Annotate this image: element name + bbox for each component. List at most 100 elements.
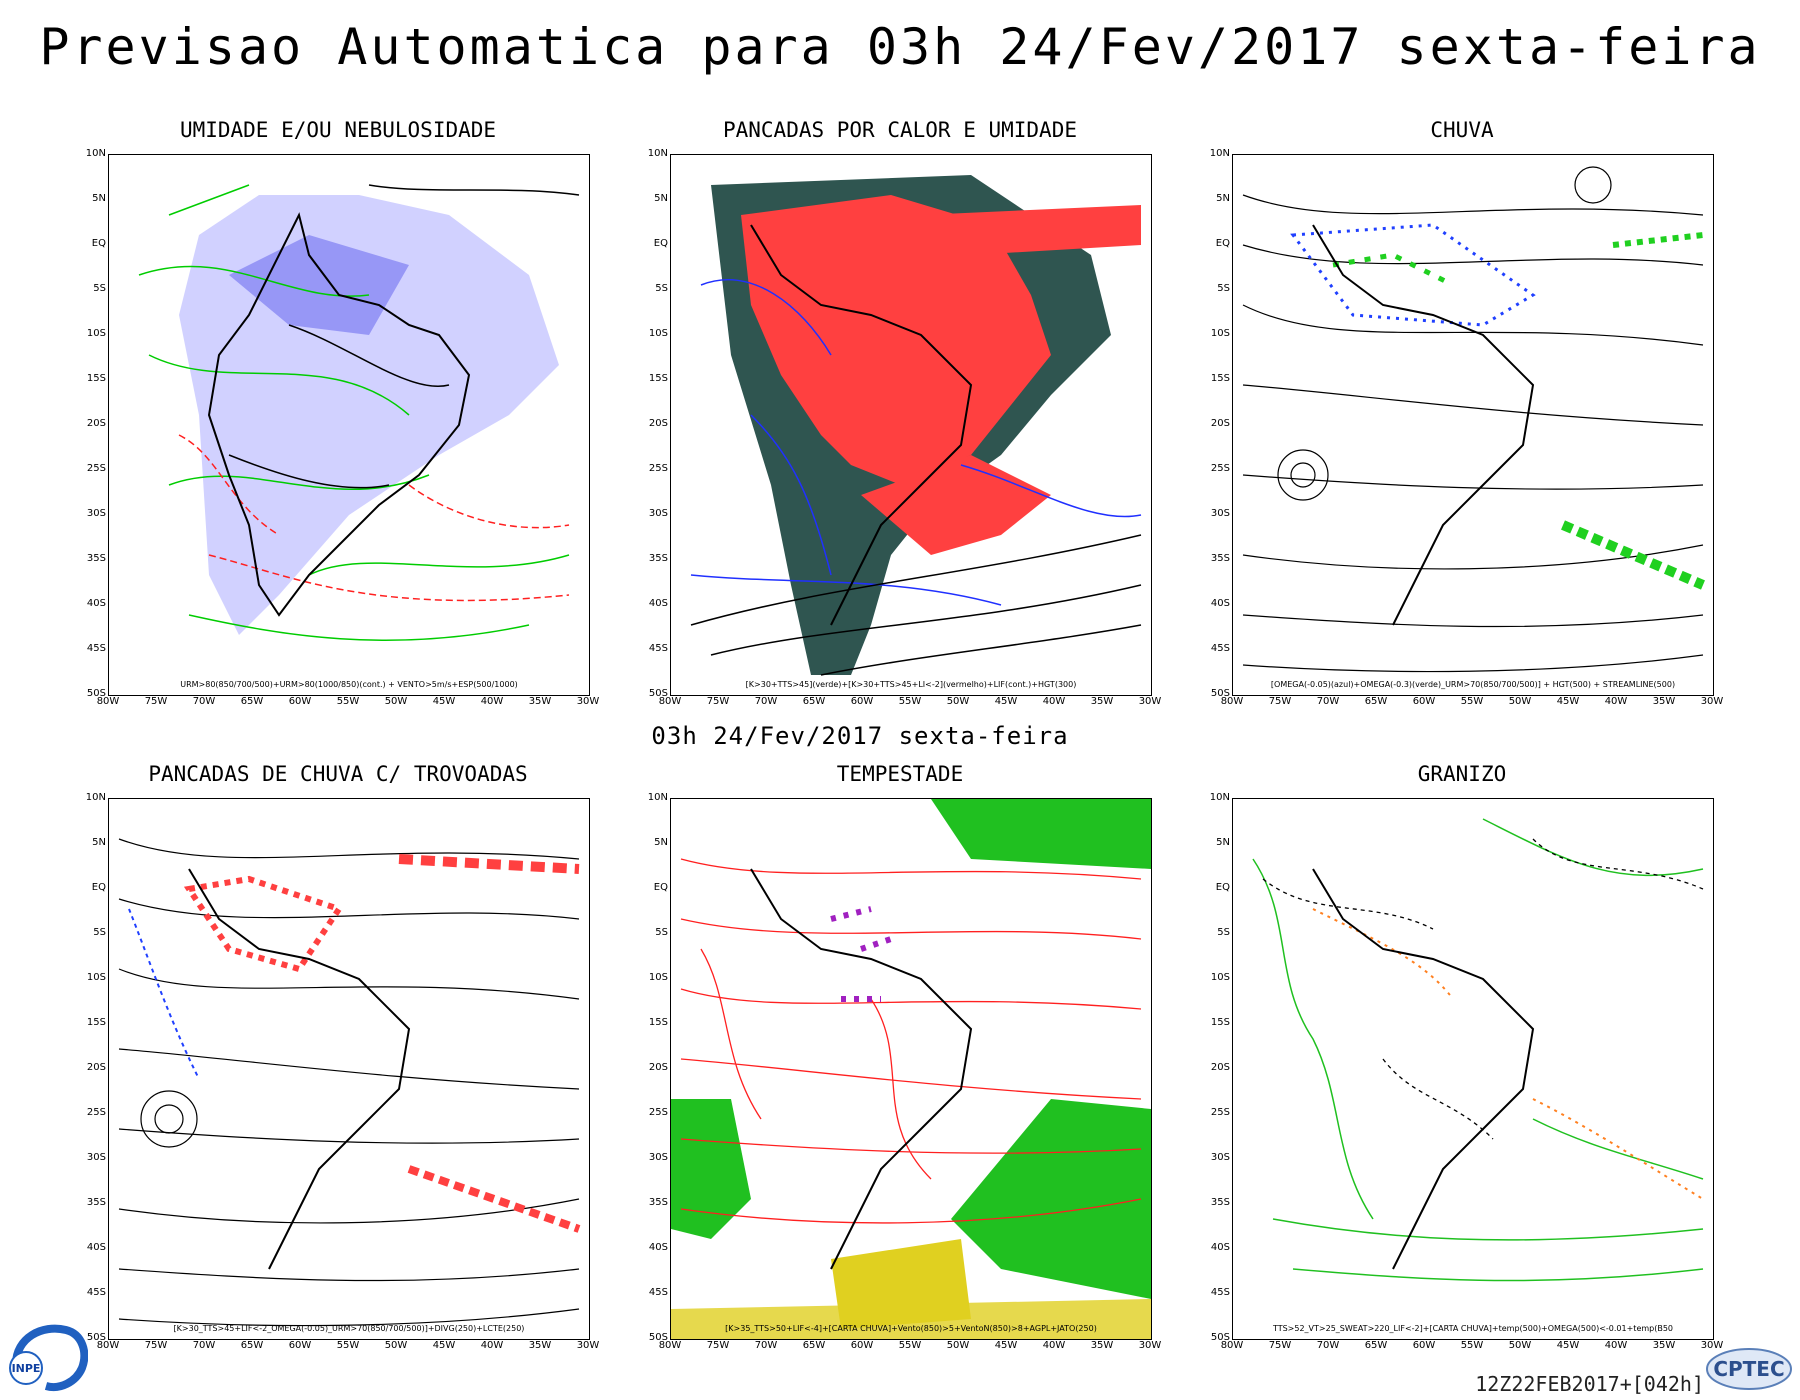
map-rain: [OMEGA(-0.05)(azul)+OMEGA(-0.3)(verde)_U…: [1232, 154, 1714, 696]
latitude-tick-label: 35S: [648, 553, 668, 564]
longitude-tick-label: 50W: [946, 1340, 970, 1351]
longitude-axis: 80W 75W 70W 65W 60W 55W 50W 45W 40W 35W 30W: [659, 1340, 1162, 1354]
longitude-tick-label: 55W: [336, 1340, 360, 1351]
panel-title: PANCADAS POR CALOR E UMIDADE: [722, 118, 1077, 142]
longitude-tick-label: 70W: [1316, 696, 1340, 707]
longitude-tick-label: 75W: [1268, 1340, 1292, 1351]
longitude-tick-label: 40W: [1604, 1340, 1628, 1351]
longitude-tick-label: 60W: [1412, 696, 1436, 707]
latitude-tick-label: 45S: [1210, 643, 1230, 654]
latitude-tick-label: 10N: [647, 792, 668, 803]
latitude-tick-label: 5N: [1216, 193, 1230, 204]
longitude-tick-label: 65W: [802, 696, 826, 707]
panel-title: TEMPESTADE: [836, 762, 964, 786]
panel-title: UMIDADE E/OU NEBULOSIDADE: [179, 118, 497, 142]
latitude-tick-label: 10N: [85, 148, 106, 159]
latitude-tick-label: 45S: [86, 643, 106, 654]
latitude-tick-label: 5N: [654, 193, 668, 204]
longitude-tick-label: 65W: [240, 1340, 264, 1351]
latitude-tick-label: 5N: [654, 837, 668, 848]
longitude-tick-label: 55W: [898, 696, 922, 707]
latitude-tick-label: EQ: [91, 882, 106, 893]
latitude-tick-label: 40S: [648, 598, 668, 609]
latitude-tick-label: 25S: [648, 1107, 668, 1118]
latitude-tick-label: 15S: [86, 1017, 106, 1028]
latitude-tick-label: 10N: [647, 148, 668, 159]
latitude-tick-label: 20S: [648, 1062, 668, 1073]
longitude-tick-label: 55W: [898, 1340, 922, 1351]
longitude-tick-label: 50W: [384, 696, 408, 707]
latitude-tick-label: 5S: [93, 927, 106, 938]
longitude-tick-label: 35W: [1652, 696, 1676, 707]
latitude-tick-label: 25S: [86, 1107, 106, 1118]
latitude-tick-label: 20S: [86, 1062, 106, 1073]
longitude-tick-label: 45W: [994, 696, 1018, 707]
latitude-tick-label: 25S: [1210, 1107, 1230, 1118]
latitude-tick-label: 10S: [86, 972, 106, 983]
longitude-tick-label: 50W: [384, 1340, 408, 1351]
longitude-tick-label: 60W: [288, 1340, 312, 1351]
latitude-tick-label: 5S: [93, 283, 106, 294]
longitude-tick-label: 65W: [240, 696, 264, 707]
latitude-tick-label: 40S: [648, 1242, 668, 1253]
valid-time-subtitle: 03h 24/Fev/2017 sexta-feira: [651, 722, 1069, 750]
latitude-tick-label: 40S: [1210, 598, 1230, 609]
panel-title: CHUVA: [1430, 118, 1494, 142]
latitude-tick-label: 50S: [648, 688, 668, 699]
longitude-tick-label: 55W: [1460, 696, 1484, 707]
latitude-tick-label: 15S: [86, 373, 106, 384]
panel-caption: [K>30+TTS>45](verde)+[K>30+TTS>45+LI<-2]…: [745, 680, 1077, 689]
longitude-tick-label: 30W: [1700, 696, 1724, 707]
longitude-tick-label: 50W: [946, 696, 970, 707]
inpe-logo: INPE: [6, 1320, 89, 1396]
latitude-tick-label: 15S: [1210, 373, 1230, 384]
latitude-tick-label: 50S: [86, 1332, 106, 1343]
latitude-tick-label: 10S: [648, 972, 668, 983]
longitude-tick-label: 30W: [576, 1340, 600, 1351]
longitude-tick-label: 80W: [658, 696, 682, 707]
latitude-tick-label: 30S: [86, 508, 106, 519]
latitude-tick-label: 30S: [648, 508, 668, 519]
longitude-tick-label: 80W: [658, 1340, 682, 1351]
latitude-tick-label: 35S: [86, 1197, 106, 1208]
longitude-axis: 80W 75W 70W 65W 60W 55W 50W 45W 40W 35W 30W: [1221, 696, 1724, 710]
longitude-tick-label: 70W: [192, 696, 216, 707]
longitude-tick-label: 45W: [1556, 696, 1580, 707]
longitude-tick-label: 75W: [1268, 696, 1292, 707]
panel-caption: URM>80(850/700/500)+URM>80(1000/850)(con…: [180, 680, 518, 689]
latitude-tick-label: EQ: [1215, 238, 1230, 249]
longitude-tick-label: 35W: [528, 696, 552, 707]
latitude-tick-label: 5N: [92, 193, 106, 204]
panel-rain: CHUVA [OMEGA(-0.05)(azul)+OMEGA(-0.3)(ve…: [1182, 118, 1742, 707]
longitude-tick-label: 70W: [754, 696, 778, 707]
longitude-tick-label: 75W: [144, 696, 168, 707]
latitude-tick-label: 30S: [1210, 1152, 1230, 1163]
longitude-tick-label: 60W: [850, 1340, 874, 1351]
latitude-tick-label: 35S: [648, 1197, 668, 1208]
svg-text:CPTEC: CPTEC: [1713, 1357, 1784, 1381]
latitude-tick-label: EQ: [1215, 882, 1230, 893]
longitude-tick-label: 40W: [1604, 696, 1628, 707]
latitude-tick-label: 20S: [1210, 418, 1230, 429]
latitude-tick-label: 20S: [86, 418, 106, 429]
panel-caption: [K>30_TTS>45+LIF<-2_OMEGA(-0.05)_URM>70(…: [173, 1324, 525, 1333]
main-title: Previsao Automatica para 03h 24/Fev/2017…: [39, 18, 1761, 76]
panel-thunderstorms: PANCADAS DE CHUVA C/ TROVOADAS [K>30_TTS…: [58, 762, 618, 1351]
latitude-tick-label: 5N: [92, 837, 106, 848]
longitude-tick-label: 55W: [336, 696, 360, 707]
panel-title: PANCADAS DE CHUVA C/ TROVOADAS: [148, 762, 528, 786]
latitude-tick-label: 45S: [648, 1287, 668, 1298]
latitude-tick-label: EQ: [653, 882, 668, 893]
map-humidity: URM>80(850/700/500)+URM>80(1000/850)(con…: [108, 154, 590, 696]
latitude-tick-label: 35S: [1210, 1197, 1230, 1208]
longitude-tick-label: 60W: [1412, 1340, 1436, 1351]
map-storm: [K>35_TTS>50+LIF<-4]+[CARTA CHUVA]+Vento…: [670, 798, 1152, 1340]
longitude-tick-label: 75W: [706, 696, 730, 707]
longitude-tick-label: 40W: [480, 696, 504, 707]
longitude-tick-label: 65W: [802, 1340, 826, 1351]
latitude-tick-label: 5S: [655, 927, 668, 938]
latitude-tick-label: 10S: [86, 328, 106, 339]
longitude-tick-label: 45W: [432, 1340, 456, 1351]
panel-caption: [OMEGA(-0.05)(azul)+OMEGA(-0.3)(verde)_U…: [1270, 680, 1676, 689]
latitude-tick-label: 45S: [1210, 1287, 1230, 1298]
